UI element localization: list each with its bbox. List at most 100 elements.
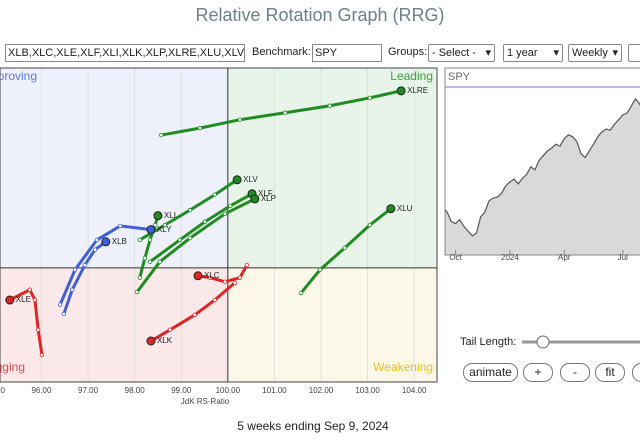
x-tick-label: 99.00	[171, 386, 192, 395]
head-point	[232, 175, 242, 185]
head-point	[386, 204, 396, 214]
x-tick-label: 101.00	[262, 386, 287, 395]
series-label: XLE	[16, 295, 31, 304]
rrg-frame	[0, 67, 438, 383]
series-label: XLV	[243, 175, 258, 184]
quadrant-label: Leading	[390, 69, 433, 83]
more-select[interactable]	[628, 44, 640, 62]
x-tick-label: 95.00	[0, 386, 5, 395]
series-label: XLK	[157, 336, 173, 345]
tail-point	[82, 262, 87, 268]
head-point	[146, 336, 156, 346]
zoom-in-button[interactable]: +	[523, 363, 553, 382]
groups-label: Groups:	[388, 46, 428, 58]
quadrant-improving	[0, 68, 228, 268]
tail-point	[197, 125, 203, 131]
tail-point	[317, 267, 323, 272]
tail-point	[237, 117, 243, 122]
quadrant-label: Weakening	[373, 360, 433, 374]
tail-point	[27, 287, 33, 292]
head-point	[153, 211, 163, 221]
tail-point	[157, 259, 162, 265]
tail-point	[232, 280, 238, 285]
period-select[interactable]: 1 year	[503, 44, 563, 62]
tail-point	[147, 259, 153, 265]
tail-point	[227, 203, 233, 209]
series-label: XLI	[164, 211, 176, 220]
groups-select[interactable]: - Select -	[428, 44, 495, 62]
series-label: XLRE	[407, 86, 428, 95]
tail-point	[187, 207, 193, 213]
tail-point	[342, 245, 347, 251]
animate-button[interactable]: animate	[463, 363, 518, 382]
tail-point	[94, 237, 100, 243]
benchmark-input[interactable]: SPY	[312, 44, 382, 62]
tail-point	[142, 255, 148, 261]
tail-point	[72, 267, 78, 272]
tail-point	[117, 223, 123, 229]
tail-slider-knob[interactable]	[536, 335, 550, 349]
tail-point	[92, 247, 98, 252]
head-point	[101, 237, 111, 247]
tail-point	[282, 110, 288, 115]
tail-point	[212, 297, 217, 303]
x-tick-label: 103.00	[355, 386, 380, 395]
fit-button[interactable]: fit	[595, 363, 625, 382]
tail-point	[327, 103, 333, 108]
tail-point	[298, 290, 304, 296]
series-label: XLY	[157, 225, 172, 234]
x-tick-label: 2024	[501, 253, 519, 262]
series-label: XLB	[112, 237, 127, 246]
x-tick-label: Apr	[558, 253, 571, 262]
x-tick-label: 104.00	[402, 386, 427, 395]
frequency-select[interactable]: Weekly	[568, 44, 622, 62]
head-point	[193, 271, 203, 281]
series-label: XLC	[204, 271, 220, 280]
tail-point	[36, 327, 41, 333]
tail-label: Tail Length:	[460, 336, 516, 348]
quadrant-label: Lagging	[0, 360, 25, 374]
spy-title: SPY	[448, 71, 471, 83]
tail-point	[212, 192, 217, 197]
x-tick-label: 96.00	[31, 386, 52, 395]
spy-axis: Oct 2024 Apr Jul	[449, 250, 628, 262]
head-point	[5, 295, 15, 305]
tail-point	[158, 132, 164, 138]
benchmark-label: Benchmark:	[252, 46, 311, 58]
tail-point	[137, 275, 142, 280]
quadrant-leading	[227, 68, 437, 268]
tail-point	[39, 352, 45, 358]
x-tick-label: Oct	[449, 253, 462, 262]
tail-point	[244, 262, 250, 268]
tail-point	[177, 237, 183, 243]
page-title: Relative Rotation Graph (RRG)	[195, 5, 444, 25]
x-tick-label: 100.00	[216, 386, 241, 395]
tail-point	[152, 222, 158, 228]
rrg-axis: 95.00 96.00 97.00 98.00 99.00 100.00 101.00 102…	[0, 386, 427, 395]
x-tick-label: 98.00	[125, 386, 146, 395]
head-point	[146, 225, 156, 235]
tail-point	[222, 211, 228, 217]
zoom-out-button[interactable]: -	[560, 363, 590, 382]
symbols-input[interactable]: XLB,XLC,XLE,XLF,XLI,XLK,XLP,XLRE,XLU,XLV…	[5, 44, 245, 62]
tail-point	[192, 312, 197, 318]
tail-point	[70, 287, 75, 292]
head-point	[250, 194, 260, 204]
x-axis-label: JdK RS-Ratio	[181, 397, 230, 406]
tail-point	[207, 275, 213, 280]
tail-point	[187, 235, 193, 241]
price-line	[445, 97, 640, 237]
series-label: XLU	[397, 204, 413, 213]
tail-point	[222, 279, 228, 285]
tail-point	[367, 222, 373, 228]
tail-point	[147, 237, 153, 243]
tail-point	[137, 237, 142, 243]
footer: 5 weeks ending Sep 9, 2024	[237, 419, 389, 433]
x-tick-label: 97.00	[78, 386, 99, 395]
tail-point	[61, 311, 67, 317]
spy-frame	[444, 67, 640, 256]
quadrant-label: Improving	[0, 69, 37, 83]
tail-point	[167, 327, 173, 333]
